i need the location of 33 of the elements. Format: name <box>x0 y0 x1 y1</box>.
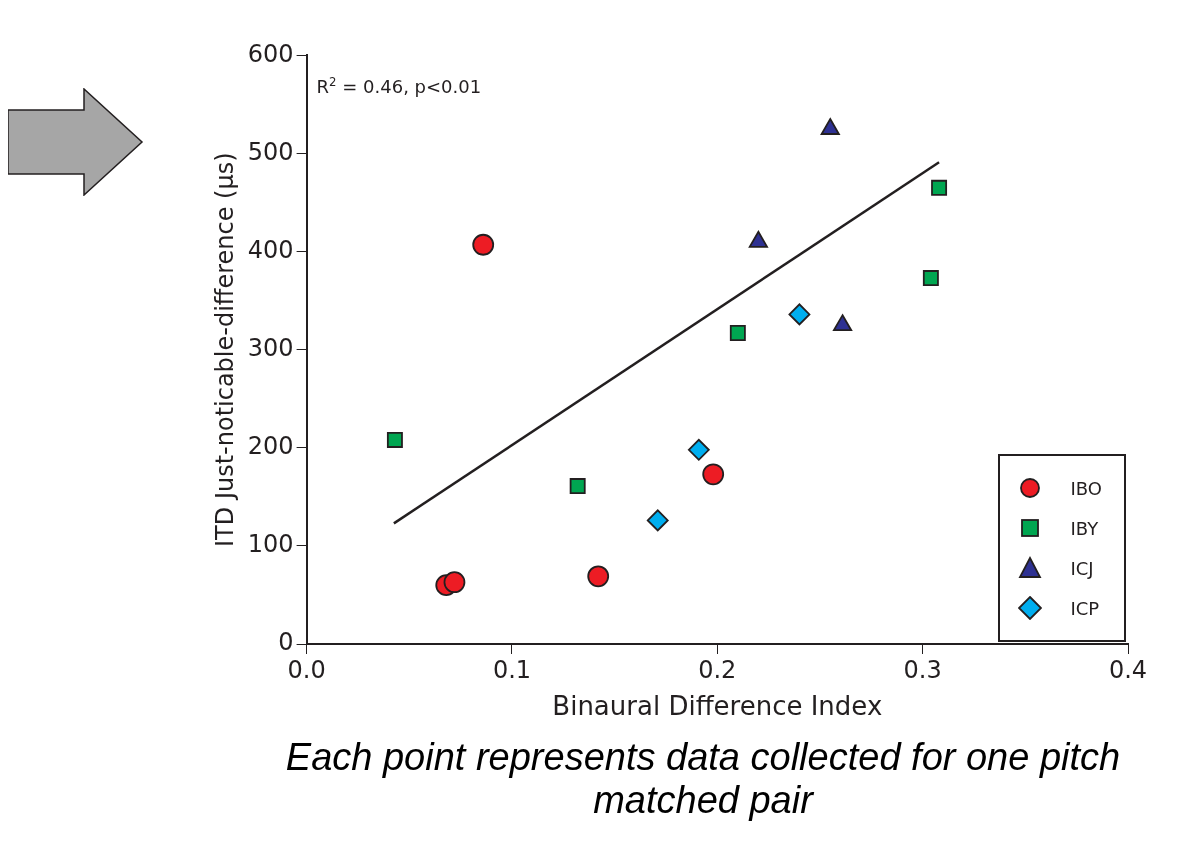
point <box>788 303 811 326</box>
point <box>702 463 725 486</box>
y-tick-label: 600 <box>247 39 294 68</box>
y-tick-label: 400 <box>247 235 294 264</box>
point <box>569 478 586 495</box>
point <box>443 571 466 594</box>
legend-label: ICJ <box>1070 557 1094 579</box>
point <box>472 233 495 256</box>
y-tick-label: 0 <box>278 628 294 657</box>
x-axis-title: Binaural Difference Index <box>552 691 883 722</box>
x-tick-label: 0.3 <box>903 655 942 684</box>
point <box>729 325 746 341</box>
point <box>820 118 840 135</box>
y-tick-label: 300 <box>247 333 294 362</box>
point <box>922 270 939 287</box>
y-tick-label: 100 <box>247 530 294 559</box>
x-tick-label: 0.0 <box>287 655 326 684</box>
point <box>386 431 403 448</box>
point <box>646 509 669 532</box>
point <box>587 565 610 588</box>
legend-label: ICP <box>1070 597 1100 619</box>
text: Each point represents data collected for one pitch matched pair <box>284 736 1122 822</box>
legend-label: IBY <box>1070 517 1099 539</box>
x-tick-label: 0.2 <box>698 655 737 684</box>
y-axis-title: ITD Just-noticable-difference (µs) <box>210 152 239 547</box>
x-tick-label: 0.4 <box>1108 655 1148 684</box>
y-tick-label: 200 <box>247 432 294 461</box>
legend-label: IBO <box>1070 477 1102 499</box>
point <box>687 438 710 461</box>
y-tick-label: 500 <box>247 137 294 166</box>
point <box>931 179 948 196</box>
x-tick-label: 0.1 <box>492 655 532 684</box>
point <box>833 314 853 332</box>
